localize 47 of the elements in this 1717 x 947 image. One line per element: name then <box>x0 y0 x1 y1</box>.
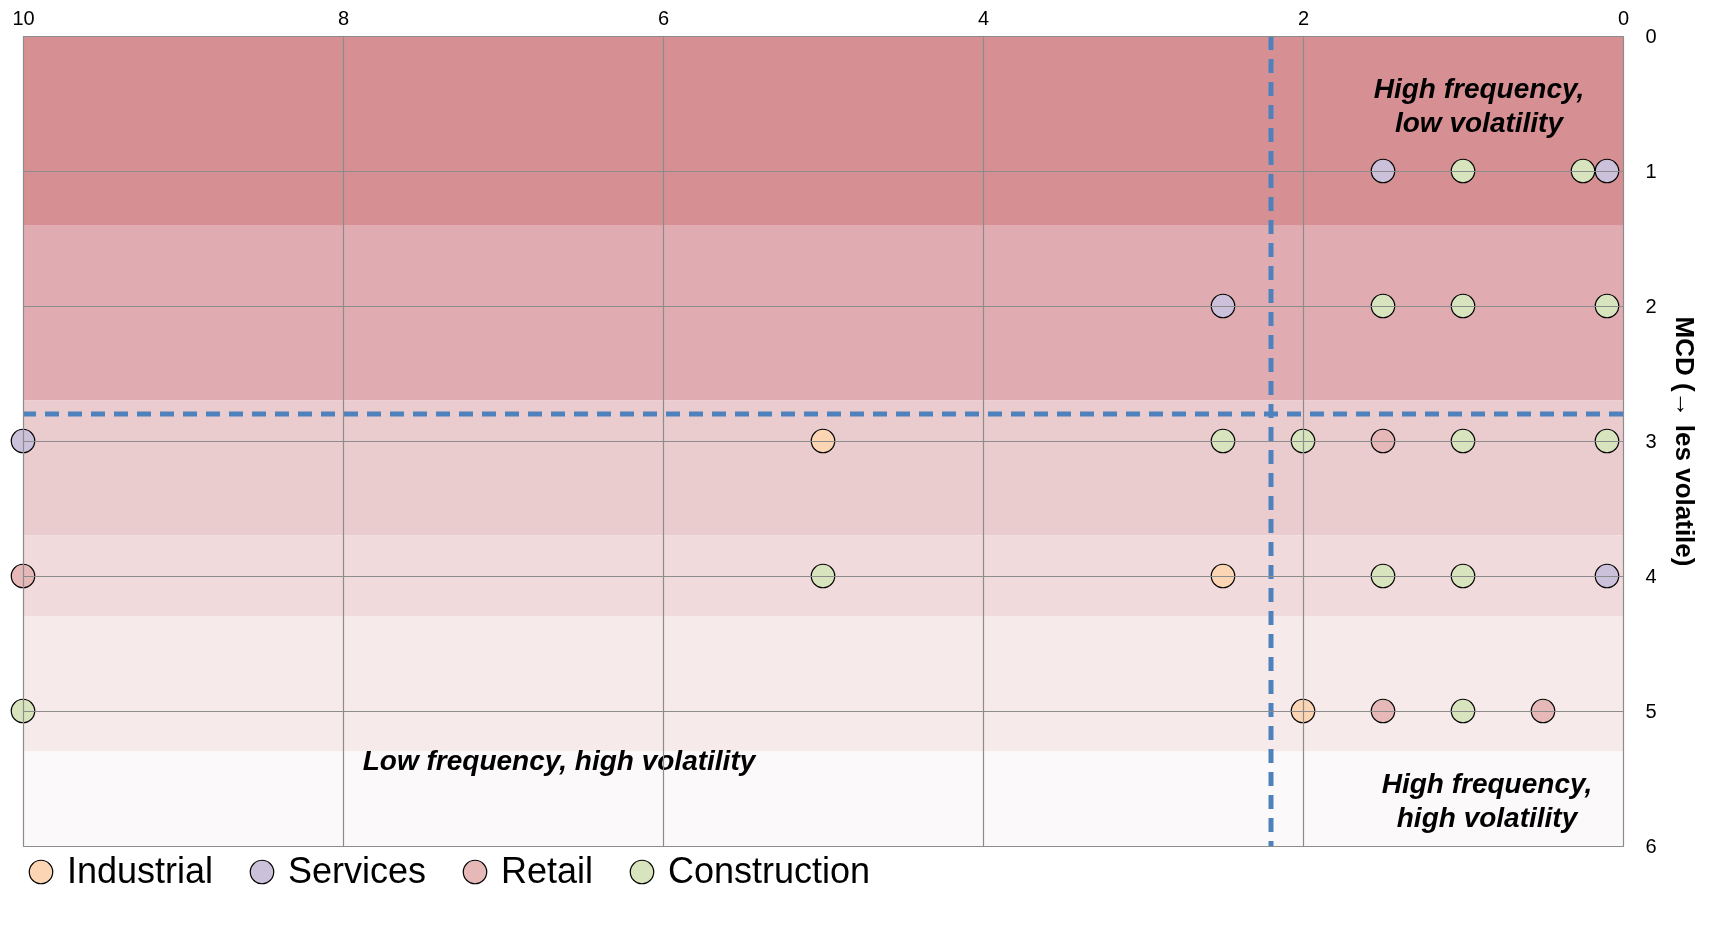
point <box>1290 428 1316 454</box>
point <box>1370 293 1396 319</box>
point <box>810 563 836 589</box>
point <box>1370 428 1396 454</box>
point <box>1450 698 1476 724</box>
legend-label: Construction <box>668 850 871 891</box>
x-tick-label: 2 <box>1297 6 1310 29</box>
point <box>1450 428 1476 454</box>
annotation: High frequency, high volatility <box>1381 768 1593 834</box>
y-tick-label: 4 <box>1645 564 1657 587</box>
y-tick-label: 5 <box>1645 699 1657 722</box>
point <box>1450 158 1476 184</box>
x-tick-label: 10 <box>12 6 35 29</box>
y-tick-label: 1 <box>1645 159 1657 182</box>
point <box>1210 293 1236 319</box>
point <box>10 428 36 454</box>
x-tick-label: 4 <box>977 6 990 29</box>
point <box>1594 158 1620 184</box>
point <box>1370 563 1396 589</box>
y-axis-title: MCD (→ les volatile) <box>1669 316 1700 567</box>
y-tick-label: 2 <box>1645 294 1657 317</box>
legend-label: Retail <box>501 850 594 891</box>
point <box>1370 158 1396 184</box>
point <box>1210 428 1236 454</box>
point <box>10 698 36 724</box>
point <box>10 563 36 589</box>
annotation: High frequency, low volatility <box>1373 73 1585 138</box>
point <box>1370 698 1396 724</box>
x-tick-label: 6 <box>657 6 670 29</box>
annotation: Low frequency, high volatility <box>362 745 757 777</box>
point <box>1530 698 1556 724</box>
point <box>1290 698 1316 724</box>
point <box>1594 563 1620 589</box>
point <box>1450 563 1476 589</box>
y-tick-label: 6 <box>1645 834 1657 857</box>
point <box>1570 158 1596 184</box>
point <box>1450 293 1476 319</box>
legend-label: Industrial <box>67 850 214 891</box>
x-tick-label: 0 <box>1617 6 1630 29</box>
point <box>1594 293 1620 319</box>
point <box>1594 428 1620 454</box>
y-tick-label: 0 <box>1645 24 1657 47</box>
y-tick-label: 3 <box>1645 429 1657 452</box>
legend-label: Services <box>288 850 427 891</box>
point <box>810 428 836 454</box>
point <box>1210 563 1236 589</box>
x-tick-label: 8 <box>337 6 350 29</box>
